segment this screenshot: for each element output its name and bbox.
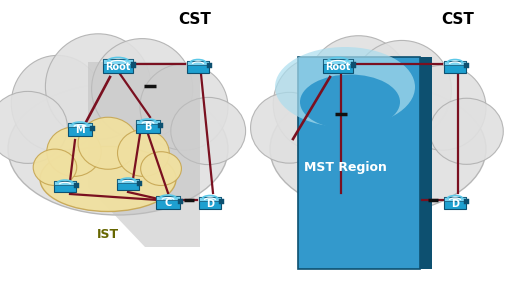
Bar (158, 123, 163, 128)
Ellipse shape (46, 127, 101, 176)
Bar (54, 181, 76, 185)
Text: MST Region: MST Region (303, 160, 386, 173)
Bar (443, 197, 465, 200)
Bar (156, 196, 180, 209)
Ellipse shape (40, 146, 176, 211)
Ellipse shape (11, 56, 104, 151)
Ellipse shape (274, 47, 414, 127)
Bar (463, 63, 468, 68)
Ellipse shape (140, 152, 181, 186)
Bar (443, 197, 465, 208)
Bar (322, 59, 352, 64)
Ellipse shape (45, 34, 150, 139)
Bar (137, 181, 142, 186)
Ellipse shape (270, 84, 485, 214)
Bar (219, 199, 224, 204)
Bar (136, 121, 160, 124)
Bar (443, 61, 465, 64)
Bar (207, 63, 212, 68)
Bar (187, 61, 209, 64)
Polygon shape (88, 62, 199, 247)
Bar (117, 179, 139, 190)
Bar (54, 181, 76, 192)
Bar (117, 179, 139, 183)
Text: CST: CST (178, 12, 211, 26)
Bar (443, 61, 465, 72)
Bar (156, 196, 180, 200)
Ellipse shape (171, 97, 245, 165)
Ellipse shape (91, 39, 192, 139)
Bar (187, 61, 209, 72)
Ellipse shape (399, 65, 485, 150)
Ellipse shape (140, 64, 228, 150)
Text: D: D (450, 199, 458, 208)
Bar (297, 57, 419, 269)
Bar (136, 121, 160, 133)
Ellipse shape (299, 75, 399, 129)
Text: IST: IST (97, 228, 119, 241)
Text: B: B (144, 122, 152, 132)
Ellipse shape (8, 83, 228, 215)
Ellipse shape (250, 92, 328, 163)
Bar (198, 197, 221, 200)
Ellipse shape (0, 91, 67, 163)
Bar (178, 199, 183, 204)
Bar (198, 197, 221, 208)
Text: D: D (206, 199, 214, 208)
Ellipse shape (273, 57, 363, 151)
Ellipse shape (306, 36, 410, 140)
Bar (419, 57, 431, 269)
Bar (90, 126, 95, 131)
Ellipse shape (351, 40, 450, 140)
Bar (74, 183, 79, 188)
Ellipse shape (117, 129, 169, 176)
Text: Root: Root (325, 62, 350, 72)
Bar (463, 199, 468, 204)
Ellipse shape (33, 149, 77, 186)
Text: M: M (75, 125, 85, 135)
Bar (68, 124, 92, 136)
Bar (103, 59, 133, 64)
Ellipse shape (78, 117, 138, 169)
Text: Root: Root (105, 62, 130, 72)
Bar (350, 62, 356, 68)
Bar (131, 62, 136, 68)
Text: CST: CST (441, 12, 474, 26)
Ellipse shape (429, 98, 502, 164)
Bar (103, 59, 133, 73)
Bar (322, 59, 352, 73)
Bar (68, 124, 92, 127)
Text: C: C (164, 198, 171, 208)
